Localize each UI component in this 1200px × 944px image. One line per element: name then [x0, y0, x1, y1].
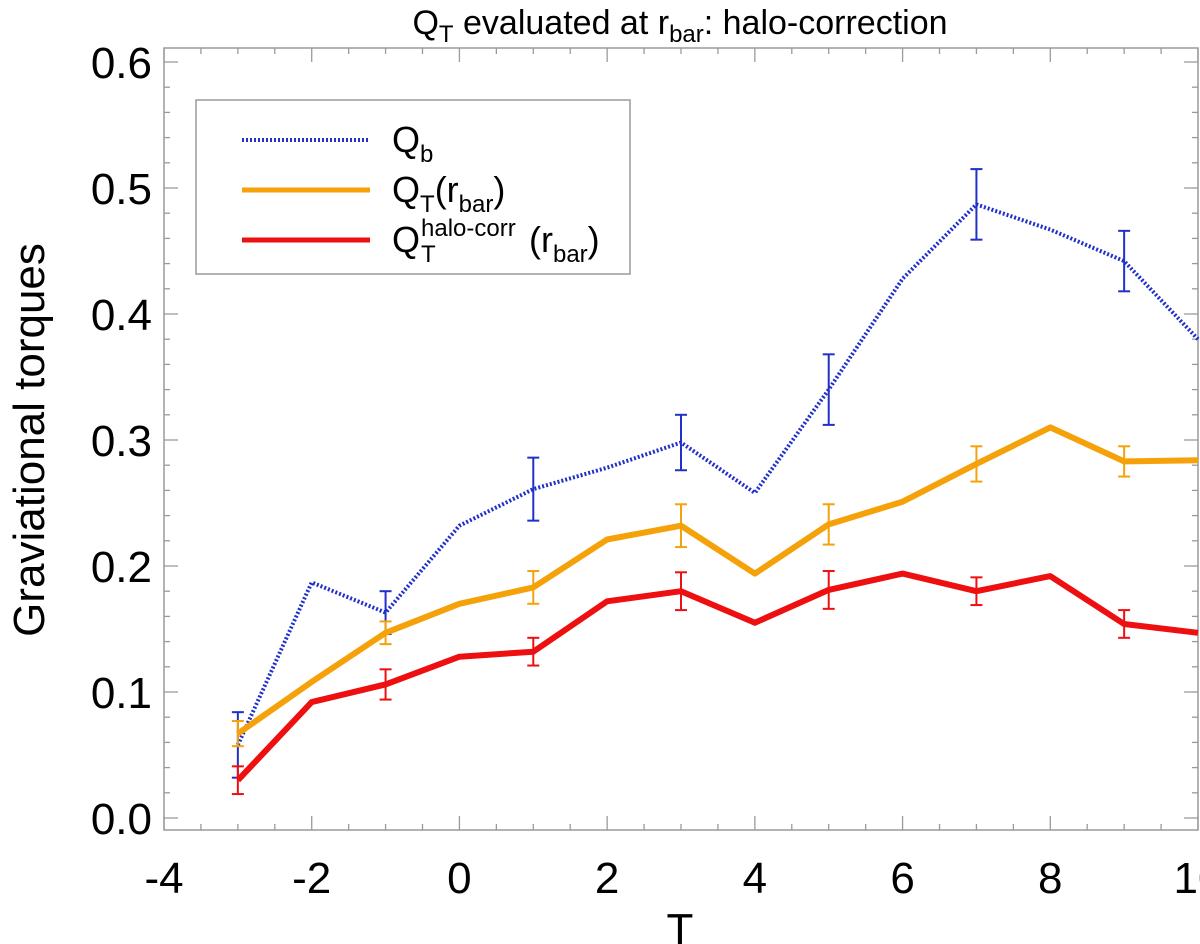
y-tick-label: 0.2: [91, 543, 152, 592]
y-tick-label: 0.6: [91, 39, 152, 88]
error-bar-qb: [527, 456, 540, 522]
y-tick-label: 0.1: [91, 669, 152, 718]
series-layer: [231, 168, 1200, 796]
series-line-qb: [236, 202, 1200, 746]
error-bar-qt: [675, 503, 687, 549]
error-bar-qhalo: [970, 576, 983, 607]
y-tick-labels: 0.0 0.1 0.2 0.3 0.4 0.5 0.6: [91, 39, 152, 844]
error-bar-qhalo: [379, 668, 392, 701]
legend-label-sub: T: [421, 241, 436, 268]
error-bar-qt: [231, 719, 244, 748]
error-bar-qt: [970, 445, 983, 483]
error-bar-qt: [379, 620, 392, 646]
legend-label-main: Q: [392, 119, 420, 160]
legend-label-main: Q: [392, 169, 420, 210]
error-bar-qhalo: [822, 570, 835, 610]
x-tick-labels: -4 -2 0 2 4 6 8 10: [144, 854, 1200, 903]
title-r-sub: bar: [669, 21, 704, 48]
x-tick-label: 4: [743, 854, 767, 903]
y-tick-label: 0.4: [91, 291, 152, 340]
series-qhalo: [231, 570, 1199, 796]
legend-box: [195, 99, 631, 275]
legend-label-qb: Qb: [392, 119, 433, 168]
legend-label-tail: (r: [529, 219, 553, 260]
x-tick-label: 0: [447, 854, 471, 903]
axis-ticks: [163, 48, 1199, 830]
legend-label-tail-sub: bar: [553, 241, 588, 268]
error-bar-qb: [970, 168, 983, 241]
error-bar-qhalo: [675, 571, 687, 612]
y-axis-title: Graviational torques: [5, 243, 54, 637]
error-bar-qhalo: [231, 765, 244, 796]
legend-label-qt: QT(rbar): [392, 169, 505, 218]
x-tick-label: -4: [144, 854, 183, 903]
error-bar-qb: [1118, 229, 1131, 293]
x-tick-label: -2: [292, 854, 331, 903]
error-bar-qb: [822, 353, 835, 426]
legend-label-sub: b: [420, 141, 433, 168]
error-bar-qt: [822, 503, 835, 546]
error-bar-qhalo: [1118, 609, 1131, 639]
x-tick-label: 2: [595, 854, 619, 903]
title-end: : halo-correction: [704, 4, 948, 42]
legend-label-sup: halo-corr: [421, 215, 516, 242]
x-tick-label: 8: [1038, 854, 1062, 903]
legend-label-sub: T: [420, 191, 435, 218]
legend-label-main: Q: [392, 219, 420, 260]
legend-label-tail-qhalo: (rbar): [529, 219, 600, 268]
error-bar-qt: [1118, 445, 1131, 478]
x-tick-label: 6: [890, 854, 914, 903]
series-line-qhalo: [235, 570, 1199, 783]
chart-title: QT evaluated at rbar: halo-correction: [412, 4, 947, 48]
y-tick-label: 0.5: [91, 165, 152, 214]
y-tick-label: 0.3: [91, 417, 152, 466]
x-axis-title: T: [667, 905, 694, 944]
series-line-qt: [236, 424, 1199, 737]
y-tick-label: 0.0: [91, 795, 152, 844]
title-middle: evaluated at r: [454, 4, 669, 42]
error-bar-qb: [675, 413, 687, 472]
legend-label-qhalo: Qhalo-corr T: [392, 215, 516, 268]
error-bar-qhalo: [527, 636, 540, 667]
legend-label-tail-end: ): [493, 169, 505, 210]
legend-label-tail: (r: [435, 169, 459, 210]
title-q-sub: T: [439, 21, 454, 48]
legend-label-tail-end: ): [588, 219, 600, 260]
error-bar-qt: [527, 570, 540, 605]
x-tick-label: 10: [1174, 854, 1200, 903]
legend-label-tail-sub: bar: [459, 191, 494, 218]
title-q: Q: [412, 4, 438, 42]
series-qt: [231, 424, 1199, 748]
